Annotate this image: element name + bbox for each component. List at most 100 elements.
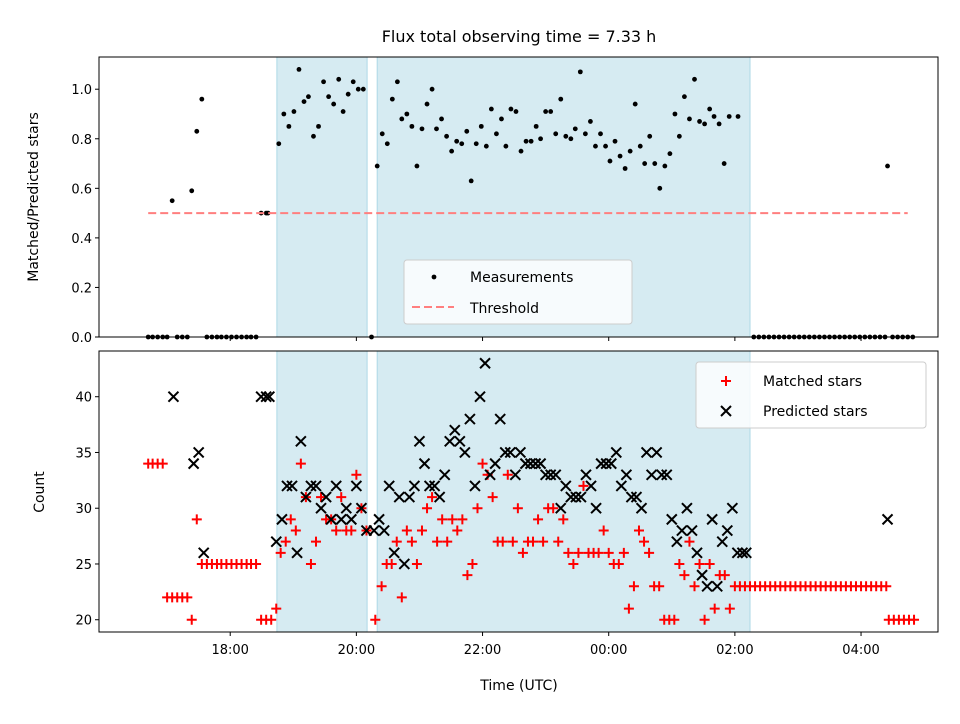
chart-title: Flux total observing time = 7.33 h [382, 27, 657, 46]
y-tick-label: 0.8 [71, 133, 92, 148]
matched-star-point [346, 525, 357, 536]
predicted-star-point [300, 491, 312, 503]
predicted-star-point [706, 513, 718, 526]
matched-star-point [411, 558, 422, 569]
matched-star-point [447, 514, 458, 525]
predicted-star-point [544, 469, 557, 481]
measurement-point [434, 126, 439, 132]
measurement-point [735, 114, 741, 119]
measurement-point [321, 79, 326, 85]
matched-star-point [280, 536, 291, 547]
measurement-point [687, 116, 692, 122]
predicted-star-point [499, 446, 511, 459]
measurement-point [548, 109, 554, 114]
measurement-point [603, 143, 608, 149]
measurement-point [662, 163, 668, 169]
matched-star-point [507, 536, 518, 547]
measurement-point [194, 128, 200, 134]
predicted-star-point [615, 480, 628, 492]
legend-label-predicted: Predicted stars [763, 404, 868, 420]
measurement-point [429, 86, 435, 92]
predicted-star-point [509, 469, 522, 481]
predicted-star-point [260, 391, 272, 403]
measurement-point [404, 111, 410, 117]
matched-star-point [628, 581, 639, 592]
predicted-star-point [276, 513, 288, 526]
matched-star-point [457, 514, 468, 525]
predicted-star-point [167, 391, 180, 403]
legend-label-threshold: Threshold [469, 301, 539, 317]
matched-star-point [517, 547, 528, 558]
matched-star-point [331, 525, 342, 536]
predicted-star-point [444, 435, 456, 448]
measurement-point [577, 69, 583, 75]
legend-box [403, 259, 633, 325]
measurement-point [499, 116, 504, 122]
matched-star-point [704, 558, 715, 569]
measurement-point [503, 143, 509, 149]
predicted-star-point [459, 446, 471, 459]
matched-star-point [305, 558, 316, 569]
matched-star-point [578, 480, 589, 491]
matched-star-point [391, 536, 402, 547]
matched-star-point [512, 503, 523, 514]
measurement-point [533, 123, 539, 129]
predicted-star-point [403, 491, 416, 503]
matched-star-point [275, 547, 286, 558]
predicted-star-point [676, 524, 688, 537]
predicted-star-point [570, 491, 582, 503]
measurement-point [311, 133, 316, 139]
predicted-star-point [595, 457, 607, 470]
measurement-point [326, 94, 332, 100]
measurement-point [598, 131, 603, 137]
x-tick-label: 00:00 [590, 643, 627, 658]
predicted-star-point [413, 435, 426, 448]
measurement-point [468, 178, 474, 184]
measurement-point [286, 123, 292, 129]
measurement-point [568, 136, 574, 142]
matched-star-point [472, 503, 483, 514]
matched-star-point [679, 570, 690, 581]
matched-star-point [598, 525, 609, 536]
predicted-star-point [350, 480, 363, 492]
measurement-point [331, 101, 337, 107]
matched-star-point [548, 503, 559, 514]
measurement-point [702, 121, 707, 127]
top-panel: 0.0 0.2 0.4 0.6 0.8 1.0 Measurements Threshold [71, 56, 939, 346]
measurement-point [612, 138, 618, 144]
measurement-point [692, 76, 697, 82]
predicted-star-point [645, 469, 658, 481]
matched-star-point [694, 558, 705, 569]
predicted-star-point [600, 457, 612, 470]
predicted-star-point [355, 502, 368, 514]
predicted-star-point [550, 469, 562, 481]
measurement-point [399, 116, 405, 122]
predicted-star-point [295, 435, 307, 448]
predicted-star-point [740, 547, 752, 559]
predicted-star-point [454, 435, 466, 448]
measurement-point [627, 148, 633, 154]
matched-star-point [654, 581, 665, 592]
measurement-point [518, 148, 524, 154]
axes-frame [98, 56, 939, 338]
predicted-star-point [418, 457, 431, 470]
legend-label-measurements: Measurements [470, 270, 573, 286]
legend-predicted-marker [720, 405, 732, 417]
matched-star-point [477, 458, 488, 469]
matched-star-point [618, 547, 629, 558]
matched-star-point [528, 536, 539, 547]
predicted-star-point [479, 357, 491, 369]
matched-star-point [266, 614, 277, 625]
predicted-star-point [378, 524, 390, 537]
predicted-star-point [630, 491, 643, 503]
measurement-point [622, 166, 628, 171]
predicted-star-point [721, 524, 734, 537]
matched-star-point [316, 492, 327, 503]
measurement-point [409, 123, 415, 129]
matched-star-point [191, 514, 202, 525]
matched-star-point [487, 492, 498, 503]
matched-star-point [674, 558, 685, 569]
predicted-star-point [187, 457, 200, 470]
measurement-point [513, 109, 519, 114]
predicted-star-point [408, 480, 421, 492]
